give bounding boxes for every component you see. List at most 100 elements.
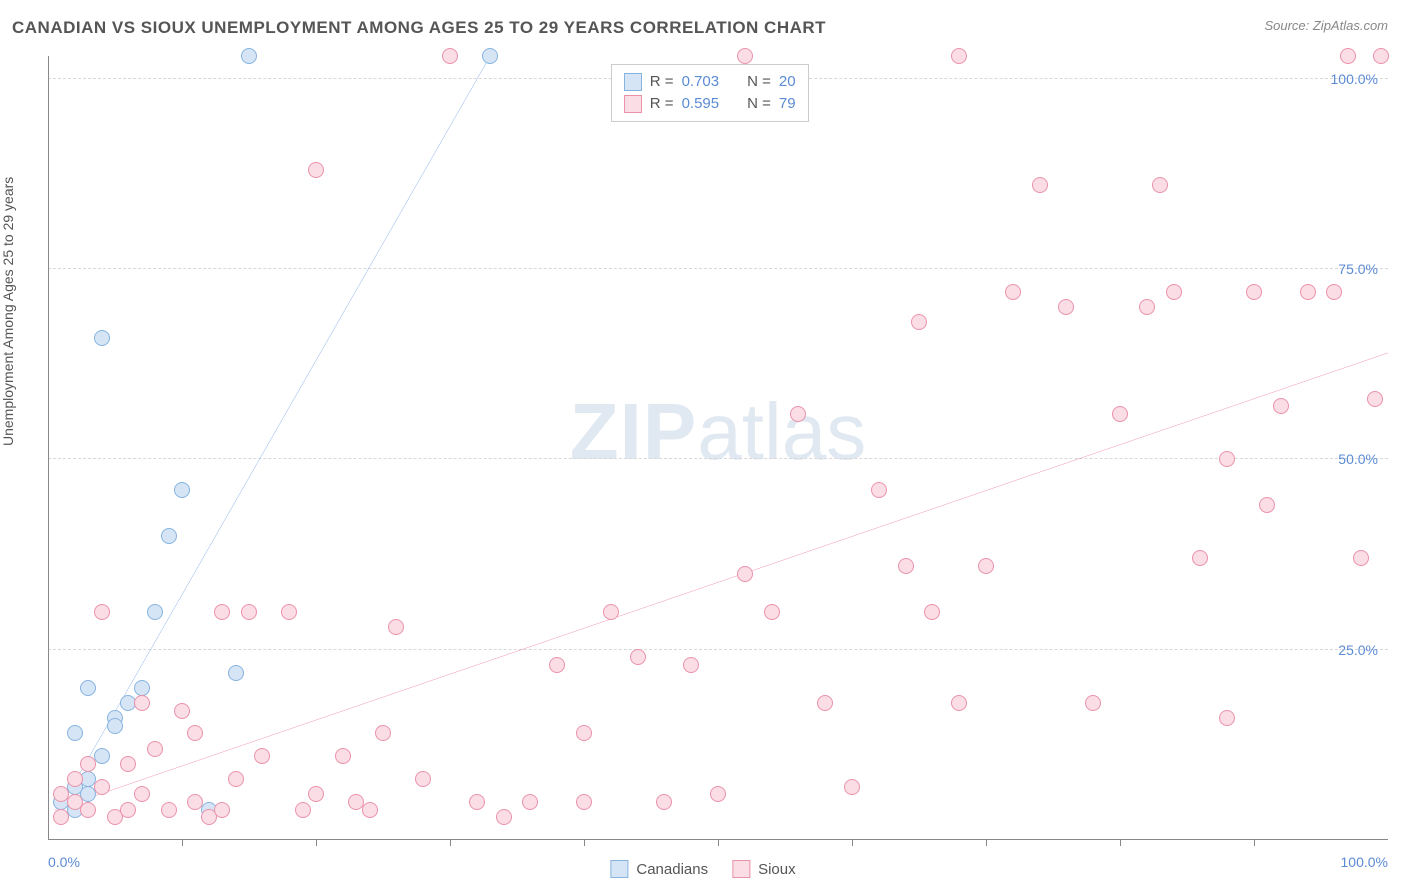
data-point xyxy=(335,748,351,764)
data-point xyxy=(1219,451,1235,467)
data-point xyxy=(308,162,324,178)
data-point xyxy=(1353,550,1369,566)
data-point xyxy=(362,802,378,818)
data-point xyxy=(1219,710,1235,726)
data-point xyxy=(94,330,110,346)
data-point xyxy=(295,802,311,818)
data-point xyxy=(482,48,498,64)
data-point xyxy=(951,695,967,711)
x-tick-mark xyxy=(182,840,183,846)
data-point xyxy=(737,48,753,64)
data-point xyxy=(496,809,512,825)
data-point xyxy=(1058,299,1074,315)
data-point xyxy=(576,725,592,741)
series-legend-item: Canadians xyxy=(610,860,708,878)
data-point xyxy=(1373,48,1389,64)
data-point xyxy=(375,725,391,741)
data-point xyxy=(415,771,431,787)
data-point xyxy=(1300,284,1316,300)
data-point xyxy=(1340,48,1356,64)
data-point xyxy=(281,604,297,620)
data-point xyxy=(522,794,538,810)
x-tick-label: 100.0% xyxy=(1341,854,1388,870)
legend-n-value: 79 xyxy=(779,95,796,112)
data-point xyxy=(1326,284,1342,300)
data-point xyxy=(134,680,150,696)
data-point xyxy=(951,48,967,64)
data-point xyxy=(241,48,257,64)
data-point xyxy=(161,528,177,544)
legend-swatch-icon xyxy=(732,860,750,878)
data-point xyxy=(764,604,780,620)
series-legend-item: Sioux xyxy=(732,860,796,878)
data-point xyxy=(174,703,190,719)
data-point xyxy=(924,604,940,620)
data-point xyxy=(94,604,110,620)
data-point xyxy=(67,771,83,787)
series-legend: Canadians Sioux xyxy=(610,860,795,878)
data-point xyxy=(1032,177,1048,193)
legend-r-label: R = xyxy=(650,95,674,112)
data-point xyxy=(80,802,96,818)
data-point xyxy=(161,802,177,818)
trendlines-layer xyxy=(48,56,1388,840)
legend-r-label: R = xyxy=(650,73,674,90)
legend-n-value: 20 xyxy=(779,73,796,90)
data-point xyxy=(214,604,230,620)
data-point xyxy=(1192,550,1208,566)
data-point xyxy=(67,725,83,741)
legend-n-label: N = xyxy=(747,95,771,112)
data-point xyxy=(308,786,324,802)
data-point xyxy=(107,718,123,734)
data-point xyxy=(1166,284,1182,300)
legend-swatch-icon xyxy=(624,73,642,91)
data-point xyxy=(214,802,230,818)
data-point xyxy=(254,748,270,764)
data-point xyxy=(53,786,69,802)
data-point xyxy=(187,725,203,741)
data-point xyxy=(187,794,203,810)
data-point xyxy=(630,649,646,665)
trendline xyxy=(55,353,1388,810)
chart-title: CANADIAN VS SIOUX UNEMPLOYMENT AMONG AGE… xyxy=(12,18,826,38)
series-legend-label: Sioux xyxy=(758,861,796,878)
data-point xyxy=(228,771,244,787)
data-point xyxy=(576,794,592,810)
data-point xyxy=(228,665,244,681)
y-axis-line xyxy=(48,56,49,840)
data-point xyxy=(1112,406,1128,422)
x-tick-mark xyxy=(450,840,451,846)
series-legend-label: Canadians xyxy=(636,861,708,878)
data-point xyxy=(790,406,806,422)
stats-legend-row: R = 0.703 N = 20 xyxy=(624,71,796,93)
data-point xyxy=(442,48,458,64)
data-point xyxy=(120,802,136,818)
data-point xyxy=(241,604,257,620)
data-point xyxy=(656,794,672,810)
data-point xyxy=(710,786,726,802)
data-point xyxy=(1273,398,1289,414)
data-point xyxy=(469,794,485,810)
data-point xyxy=(94,779,110,795)
legend-r-value: 0.703 xyxy=(682,73,720,90)
legend-n-label: N = xyxy=(747,73,771,90)
data-point xyxy=(603,604,619,620)
data-point xyxy=(911,314,927,330)
data-point xyxy=(737,566,753,582)
data-point xyxy=(147,604,163,620)
data-point xyxy=(1367,391,1383,407)
data-point xyxy=(817,695,833,711)
data-point xyxy=(80,680,96,696)
data-point xyxy=(174,482,190,498)
x-axis-line xyxy=(48,839,1388,840)
source-attribution: Source: ZipAtlas.com xyxy=(1264,18,1388,33)
data-point xyxy=(388,619,404,635)
legend-r-value: 0.595 xyxy=(682,95,720,112)
data-point xyxy=(1246,284,1262,300)
data-point xyxy=(978,558,994,574)
data-point xyxy=(549,657,565,673)
data-point xyxy=(147,741,163,757)
data-point xyxy=(844,779,860,795)
data-point xyxy=(871,482,887,498)
x-tick-mark xyxy=(584,840,585,846)
